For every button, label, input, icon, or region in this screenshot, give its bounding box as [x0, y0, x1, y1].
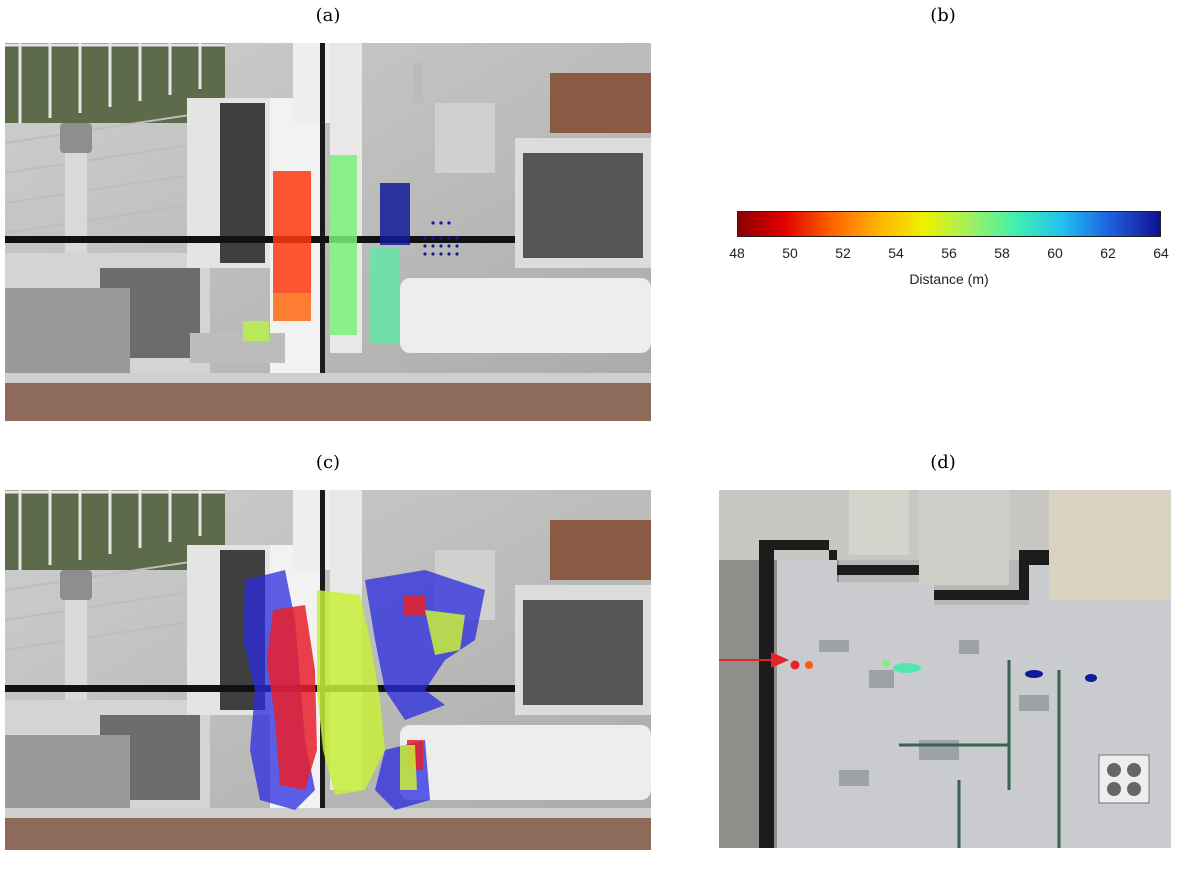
panel-label-d: (d) [930, 452, 956, 473]
colorbar-tick-label: 56 [941, 245, 957, 261]
panel-label-a: (a) [315, 5, 341, 26]
points-orange [273, 171, 311, 321]
points-green [329, 155, 357, 335]
colorbar-tick-label: 52 [835, 245, 851, 261]
colorbar-title: Distance (m) [909, 271, 989, 287]
rooftop-scene-c [5, 490, 651, 850]
colorbar-tick-label: 48 [729, 245, 745, 261]
rooftop-scene-a [5, 43, 651, 421]
aerial-scene-d [719, 490, 1171, 848]
points-navy [380, 183, 459, 256]
colorbar: 48 50 52 54 56 58 60 62 64 Distance (m) [729, 211, 1169, 301]
colorbar-gradient [737, 211, 1161, 237]
colorbar-tick-label: 60 [1047, 245, 1063, 261]
panel-label-b: (b) [930, 5, 956, 26]
colorbar-tick-label: 58 [994, 245, 1010, 261]
panel-label-c: (c) [315, 452, 341, 473]
aerial-photo-panel-d [719, 490, 1171, 848]
colorbar-tick-label: 50 [782, 245, 798, 261]
colorbar-tick-label: 62 [1100, 245, 1116, 261]
projected-points [790, 659, 1097, 682]
points-yellowgreen [243, 321, 269, 341]
colorbar-tick-label: 64 [1153, 245, 1169, 261]
points-cyan [370, 248, 400, 343]
photo-panel-a [5, 43, 651, 421]
colorbar-tick-label: 54 [888, 245, 904, 261]
photo-panel-c [5, 490, 651, 850]
arrow-indicator [719, 652, 789, 668]
points-yellowgreen [317, 590, 465, 795]
